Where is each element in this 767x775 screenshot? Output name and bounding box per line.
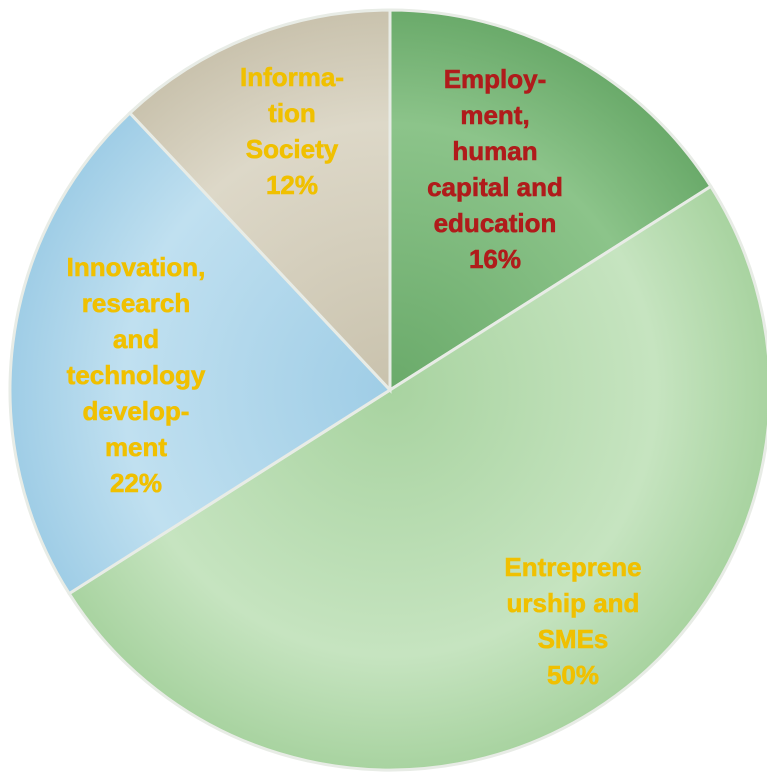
pie-slice-label-line: education [434, 208, 557, 238]
pie-slice-label-line: ment [105, 432, 167, 462]
pie-slice-label-line: urship and [507, 588, 640, 618]
pie-slice-label-line: Entreprene [504, 552, 641, 582]
pie-slice-label-line: 16% [469, 244, 521, 274]
pie-slice-label-line: Innovation, [67, 252, 206, 282]
pie-slice-label-line: 50% [547, 660, 599, 690]
pie-slice-label-line: human [452, 136, 537, 166]
pie-slice-label-line: SMEs [538, 624, 609, 654]
pie-slice-label-line: Employ- [444, 64, 547, 94]
pie-slice-label-line: ment, [460, 100, 529, 130]
pie-slice-label-line: Informa- [240, 62, 344, 92]
pie-slice-label-line: 22% [110, 468, 162, 498]
pie-slice-label-line: Society [246, 134, 339, 164]
pie-slice-label-line: tion [268, 98, 316, 128]
pie-slice-label-line: 12% [266, 170, 318, 200]
pie-slice-label-line: and [113, 324, 159, 354]
pie-slice-label-line: develop- [83, 396, 190, 426]
pie-slice-label-line: research [82, 288, 190, 318]
pie-slices [10, 10, 767, 770]
pie-slice-label-line: capital and [427, 172, 563, 202]
pie-slice-label-line: technology [67, 360, 206, 390]
